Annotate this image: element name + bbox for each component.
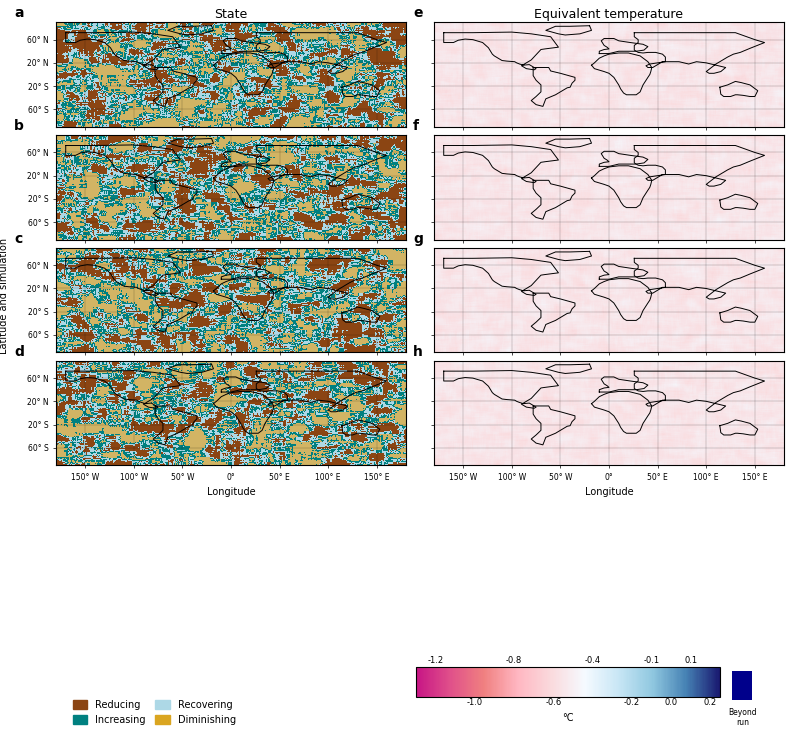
Title: State: State [214,8,248,21]
Title: Equivalent temperature: Equivalent temperature [534,8,683,21]
Text: Beyond
run: Beyond run [728,708,757,727]
Text: f: f [413,119,419,133]
Text: °C: °C [562,713,574,722]
X-axis label: Longitude: Longitude [206,488,255,497]
X-axis label: Longitude: Longitude [585,488,634,497]
Text: -0.8: -0.8 [506,657,522,665]
Text: -1.0: -1.0 [466,698,483,707]
Text: b: b [14,119,24,133]
Text: e: e [413,6,422,20]
Text: d: d [14,345,24,359]
Text: c: c [14,232,22,246]
Legend: Reducing, Increasing, Recovering, Diminishing: Reducing, Increasing, Recovering, Dimini… [69,696,240,728]
Text: a: a [14,6,23,20]
Text: -0.2: -0.2 [624,698,640,707]
Text: -0.1: -0.1 [643,657,659,665]
Text: h: h [413,345,423,359]
Text: -0.6: -0.6 [545,698,562,707]
Text: g: g [413,232,423,246]
Text: 0.0: 0.0 [665,698,678,707]
Text: -1.2: -1.2 [427,657,444,665]
Text: 0.2: 0.2 [704,698,717,707]
Text: Latitude and simulation: Latitude and simulation [0,239,9,354]
Text: 0.1: 0.1 [684,657,697,665]
Text: -0.4: -0.4 [585,657,601,665]
